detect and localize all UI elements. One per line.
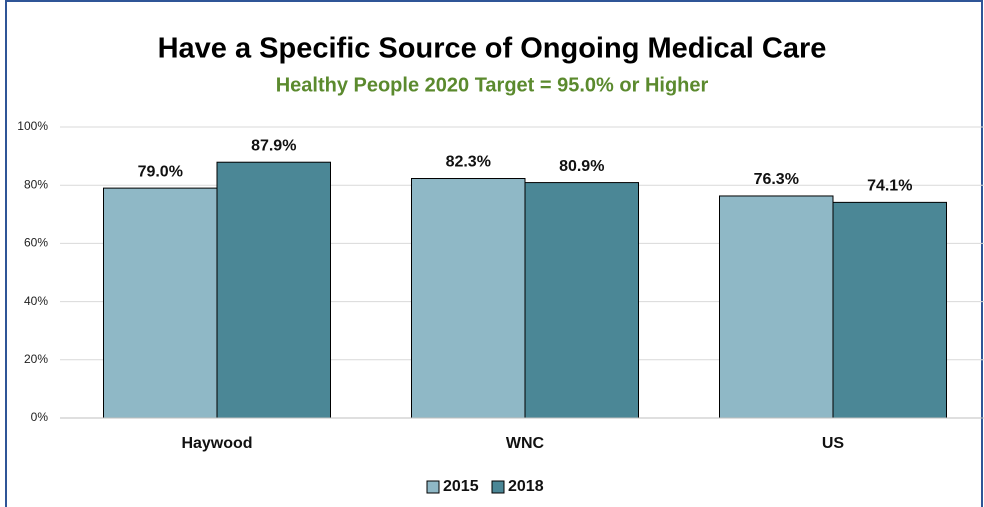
value-label: 82.3% (446, 154, 491, 171)
bar (103, 187, 218, 419)
chart-subtitle: Healthy People 2020 Target = 95.0% or Hi… (276, 74, 709, 96)
value-label: 87.9% (251, 137, 296, 154)
x-tick-label: US (822, 435, 845, 452)
bar (524, 182, 639, 419)
y-tick-label: 20% (24, 352, 48, 366)
x-tick-label: Haywood (181, 435, 252, 452)
bar (719, 195, 834, 419)
frame (5, 0, 983, 507)
legend-label: 2018 (508, 478, 544, 495)
value-label: 79.0% (138, 163, 183, 180)
chart-title: Have a Specific Source of Ongoing Medica… (158, 33, 827, 65)
y-tick-label: 60% (24, 236, 48, 250)
bar (216, 161, 331, 419)
legend-swatch (491, 480, 505, 494)
legend-label: 2015 (443, 478, 479, 495)
value-label: 80.9% (559, 158, 604, 175)
value-label: 74.1% (867, 178, 912, 195)
value-label: 76.3% (754, 171, 799, 188)
bar (832, 201, 947, 419)
y-tick-label: 40% (24, 294, 48, 308)
y-tick-label: 0% (31, 410, 49, 424)
y-tick-label: 100% (17, 119, 48, 133)
legend-swatch (426, 480, 440, 494)
bar (411, 178, 526, 419)
x-tick-label: WNC (506, 435, 545, 452)
y-tick-label: 80% (24, 177, 48, 191)
